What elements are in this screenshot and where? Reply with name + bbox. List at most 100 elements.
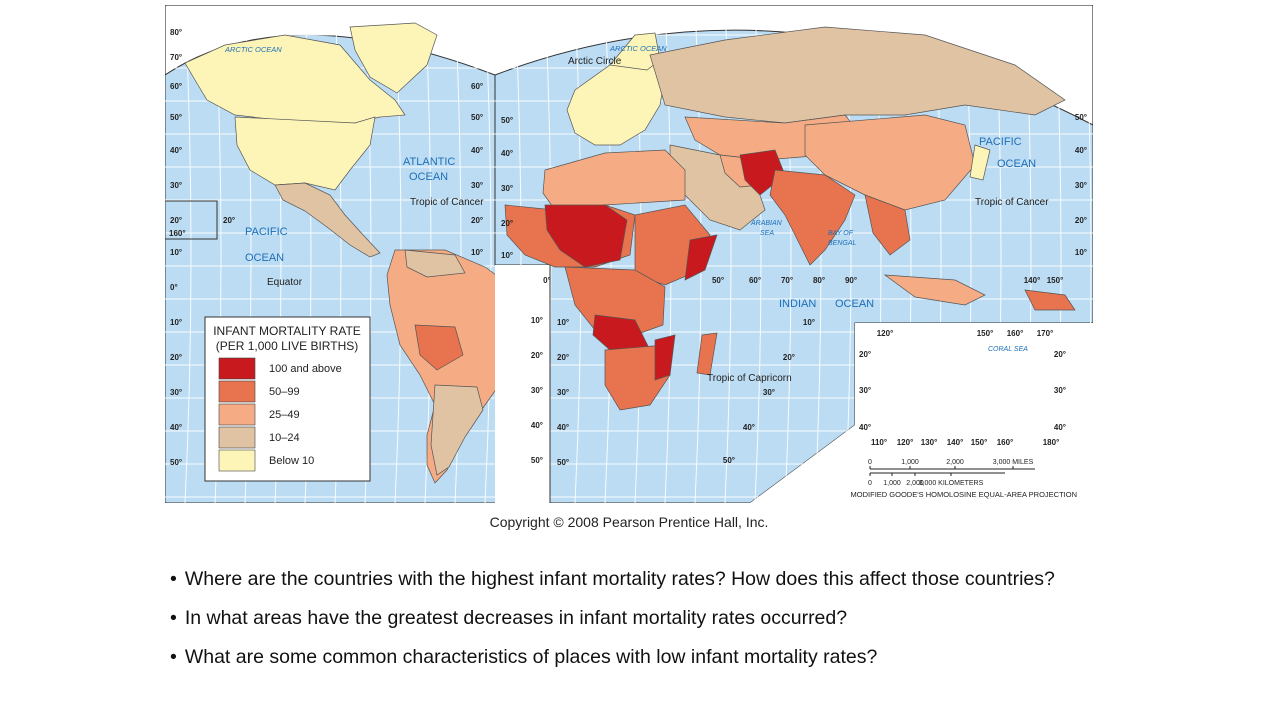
region-bolivia <box>414 324 464 371</box>
degree-label: 50° <box>723 456 735 465</box>
degree-label: 50° <box>557 458 569 467</box>
degree-label: 10° <box>170 318 182 327</box>
degree-label: 150° <box>977 329 994 338</box>
degree-label: 30° <box>557 388 569 397</box>
region-png <box>1024 289 1076 311</box>
projection-interruptions <box>495 265 1093 503</box>
label-equator: Equator <box>267 277 303 288</box>
degree-label: 20° <box>501 219 513 228</box>
degree-label: 20° <box>1054 350 1066 359</box>
degree-label: 20° <box>170 216 182 225</box>
legend-label: 50–99 <box>269 386 300 398</box>
degree-label: 160° <box>997 438 1014 447</box>
degree-label: 20° <box>1075 216 1087 225</box>
legend-swatch <box>218 403 256 426</box>
degree-label: 30° <box>471 181 483 190</box>
bullet: • <box>170 607 177 629</box>
legend-title-2: (PER 1,000 LIVE BIRTHS) <box>216 339 359 353</box>
question-1-text: Where are the countries with the highest… <box>184 568 1055 590</box>
label-tropic-capricorn: Tropic of Capricorn <box>707 373 792 384</box>
degree-label: 30° <box>1075 181 1087 190</box>
degree-label: 60° <box>170 82 182 91</box>
degree-label: 30° <box>859 386 871 395</box>
degree-label: 90° <box>845 276 857 285</box>
label-indian-ocean: OCEAN <box>835 298 874 310</box>
legend-label: Below 10 <box>269 455 314 467</box>
label-arctic-ocean-west: ARCTIC OCEAN <box>224 45 282 54</box>
label-arabian-sea: ARABIAN <box>750 220 783 227</box>
label-arabian-sea-2: SEA <box>760 230 774 237</box>
degree-label: 140° <box>947 438 964 447</box>
degree-label: 40° <box>1054 423 1066 432</box>
legend-label: 100 and above <box>269 363 342 375</box>
region-indonesia <box>883 274 986 306</box>
region-madagascar <box>696 332 718 376</box>
degree-label: 10° <box>1075 248 1087 257</box>
legend-title-1: INFANT MORTALITY RATE <box>213 324 361 338</box>
scale-mile-tick: 3,000 MILES <box>993 459 1034 466</box>
legend-swatch <box>218 380 256 403</box>
label-tropic-cancer-east: Tropic of Cancer <box>975 197 1049 208</box>
region-mozambique <box>654 334 676 381</box>
degree-label: 80° <box>813 276 825 285</box>
scale-km-tick: 0 <box>868 480 872 487</box>
legend-swatch <box>218 426 256 449</box>
region-china <box>804 114 976 211</box>
degree-label: 40° <box>170 146 182 155</box>
degree-label: 50° <box>170 458 182 467</box>
degree-label: 40° <box>557 423 569 432</box>
region-mexico <box>274 182 381 258</box>
degree-label: 120° <box>897 438 914 447</box>
legend-swatch <box>218 357 256 380</box>
legend-swatch <box>218 449 256 472</box>
degree-label: 80° <box>170 28 182 37</box>
degree-label: 50° <box>531 456 543 465</box>
region-scandinavia <box>609 32 661 71</box>
scale-mile-tick: 0 <box>868 459 872 466</box>
degree-label: 30° <box>1054 386 1066 395</box>
degree-label: 50° <box>170 113 182 122</box>
label-atlantic: ATLANTIC <box>403 156 455 168</box>
degree-label: 50° <box>471 113 483 122</box>
degree-label: 60° <box>749 276 761 285</box>
degree-label: 10° <box>531 316 543 325</box>
label-bay-bengal-2: BENGAL <box>828 240 857 247</box>
degree-label: 40° <box>743 423 755 432</box>
degree-label: 40° <box>531 421 543 430</box>
bullet: • <box>170 646 177 668</box>
degree-label: 140° <box>1024 276 1041 285</box>
degree-label: 20° <box>557 353 569 362</box>
hawaii-inset <box>165 200 218 240</box>
label-coral-sea: CORAL SEA <box>988 346 1028 353</box>
degree-label: 150° <box>1047 276 1064 285</box>
degree-label: 170° <box>1037 329 1054 338</box>
degree-label: 30° <box>531 386 543 395</box>
degree-label: 110° <box>871 438 887 447</box>
degree-label: 130° <box>921 438 938 447</box>
scale-km-tick: 3,000 KILOMETERS <box>919 480 984 487</box>
region-venezuela <box>404 249 466 278</box>
question-3-text: What are some common characteristics of … <box>184 646 878 668</box>
scale-mile-tick: 2,000 <box>946 459 964 466</box>
degree-label: 0° <box>543 276 551 285</box>
degree-label: 20° <box>783 353 795 362</box>
degree-label: 50° <box>712 276 724 285</box>
region-somalia <box>684 234 718 281</box>
degree-label: 20° <box>531 351 543 360</box>
degree-label: 160° <box>1007 329 1024 338</box>
scale-mile-tick: 1,000 <box>901 459 919 466</box>
projection-note: MODIFIED GOODE'S HOMOLOSINE EQUAL-AREA P… <box>851 490 1077 499</box>
legend: INFANT MORTALITY RATE (PER 1,000 LIVE BI… <box>204 316 371 482</box>
region-india <box>769 169 856 266</box>
label-bay-bengal: BAY OF <box>828 230 854 237</box>
degree-label: 20° <box>170 353 182 362</box>
region-argentina-chile <box>430 384 484 476</box>
degree-label: 160° <box>169 229 186 238</box>
bullet: • <box>170 568 177 590</box>
legend-label: 10–24 <box>269 432 300 444</box>
region-japan <box>969 144 991 181</box>
question-3: • What are some common characteristics of… <box>170 644 1086 670</box>
degree-label: 30° <box>170 388 182 397</box>
label-pacific-west: PACIFIC <box>245 226 288 238</box>
